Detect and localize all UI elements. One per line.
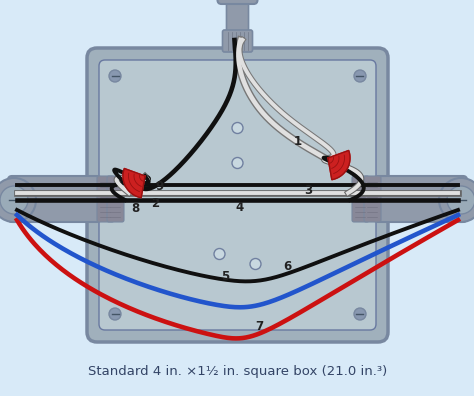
- Circle shape: [250, 259, 261, 270]
- FancyBboxPatch shape: [374, 176, 467, 222]
- Circle shape: [0, 178, 36, 222]
- FancyBboxPatch shape: [8, 176, 101, 222]
- Circle shape: [109, 70, 121, 82]
- Polygon shape: [328, 150, 350, 180]
- Circle shape: [214, 249, 225, 259]
- Text: 5: 5: [221, 270, 229, 284]
- Text: 6: 6: [283, 261, 292, 274]
- Text: 8: 8: [131, 202, 139, 215]
- Text: 1: 1: [293, 135, 301, 147]
- FancyBboxPatch shape: [87, 48, 388, 342]
- FancyBboxPatch shape: [97, 176, 114, 222]
- Text: 7: 7: [255, 320, 264, 333]
- FancyBboxPatch shape: [218, 0, 257, 4]
- Text: 3: 3: [304, 183, 312, 196]
- Circle shape: [232, 122, 243, 133]
- Polygon shape: [123, 168, 145, 198]
- FancyBboxPatch shape: [107, 176, 124, 222]
- Text: 9: 9: [155, 179, 163, 192]
- Text: Standard 4 in. ×1½ in. square box (21.0 in.³): Standard 4 in. ×1½ in. square box (21.0 …: [88, 366, 387, 379]
- Circle shape: [354, 70, 366, 82]
- FancyBboxPatch shape: [227, 0, 248, 42]
- Text: 2: 2: [151, 196, 159, 209]
- Text: 4: 4: [236, 200, 244, 213]
- FancyBboxPatch shape: [222, 30, 253, 52]
- FancyBboxPatch shape: [99, 60, 376, 330]
- Circle shape: [447, 186, 474, 214]
- Circle shape: [0, 186, 28, 214]
- Circle shape: [354, 308, 366, 320]
- Circle shape: [439, 178, 474, 222]
- FancyBboxPatch shape: [352, 176, 369, 222]
- FancyBboxPatch shape: [364, 176, 381, 222]
- Circle shape: [232, 158, 243, 169]
- Circle shape: [109, 308, 121, 320]
